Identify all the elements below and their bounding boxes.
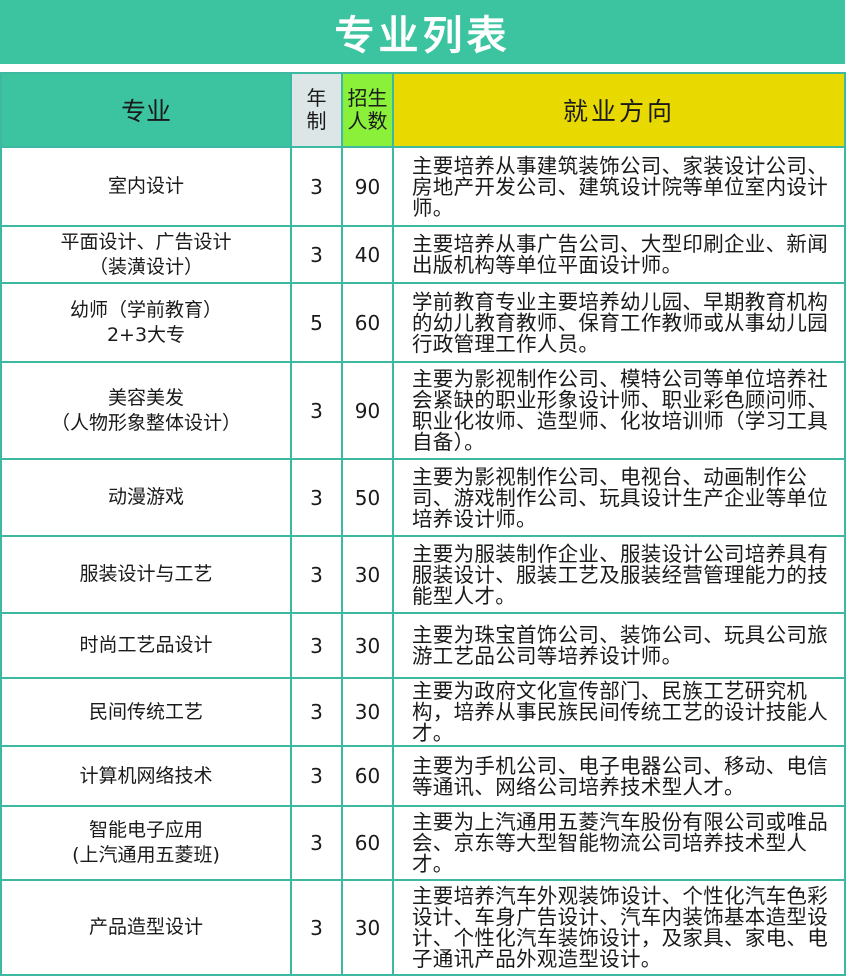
- career-cell: 主要为政府文化宣传部门、民族工艺研究机构，培养从事民族民间传统工艺的设计技能人才…: [392, 677, 846, 747]
- table-row: 民间传统工艺 3 30 主要为政府文化宣传部门、民族工艺研究机构，培养从事民族民…: [0, 677, 846, 747]
- career-cell: 主要为上汽通用五菱汽车股份有限公司或唯品会、京东等大型智能物流公司培养技术型人才…: [392, 805, 846, 881]
- count-cell: 30: [341, 612, 394, 679]
- table-row: 产品造型设计 3 30 主要培养汽车外观装饰设计、个性化汽车色彩设计、车身广告设…: [0, 879, 846, 976]
- count-cell: 60: [341, 805, 394, 881]
- major-name: 智能电子应用: [88, 819, 203, 841]
- major-cell: 美容美发 （人物形象整体设计）: [0, 361, 292, 460]
- major-subname: (上汽通用五菱班): [72, 844, 220, 866]
- career-cell: 主要培养从事广告公司、大型印刷企业、新闻出版机构等单位平面设计师。: [392, 225, 846, 284]
- major-cell: 室内设计: [0, 146, 292, 227]
- header-years: 年制: [290, 72, 343, 148]
- header-years-line2: 制: [306, 109, 327, 133]
- count-cell: 50: [341, 458, 394, 537]
- major-name: 动漫游戏: [107, 486, 184, 508]
- major-subname: （人物形象整体设计）: [50, 411, 241, 434]
- years-cell: 3: [290, 612, 343, 679]
- major-cell: 幼师（学前教育） 2+3大专: [0, 282, 292, 363]
- years-cell: 3: [290, 361, 343, 460]
- table-row: 室内设计 3 90 主要培养从事建筑装饰公司、家装设计公司、房地产开发公司、建筑…: [0, 146, 846, 227]
- count-cell: 60: [341, 745, 394, 807]
- years-cell: 3: [290, 146, 343, 227]
- count-cell: 60: [341, 282, 394, 363]
- career-cell: 主要为珠宝首饰公司、装饰公司、玩具公司旅游工艺品公司等培养设计师。: [392, 612, 846, 679]
- majors-table: 专业 年制 招生 人数 就业方向 室内设计 3 90 主要培养从事建筑装饰公司、家…: [0, 72, 846, 976]
- table-row: 平面设计、广告设计 （装潢设计） 3 40 主要培养从事广告公司、大型印刷企业、新…: [0, 225, 846, 284]
- major-name: 幼师（学前教育）: [69, 298, 222, 321]
- years-cell: 3: [290, 805, 343, 881]
- table-row: 服装设计与工艺 3 30 主要为服装制作企业、服装设计公司培养具有服装设计、服装…: [0, 535, 846, 614]
- years-cell: 3: [290, 879, 343, 976]
- career-cell: 主要为手机公司、电子电器公司、移动、电信等通讯、网络公司培养技术型人才。: [392, 745, 846, 807]
- years-cell: 3: [290, 458, 343, 537]
- major-name: 平面设计、广告设计: [60, 230, 232, 253]
- table-row: 时尚工艺品设计 3 30 主要为珠宝首饰公司、装饰公司、玩具公司旅游工艺品公司等…: [0, 612, 846, 679]
- career-cell: 主要培养从事建筑装饰公司、家装设计公司、房地产开发公司、建筑设计院等单位室内设计…: [392, 146, 846, 227]
- major-cell: 时尚工艺品设计: [0, 612, 292, 679]
- header-count-line2: 人数: [347, 109, 388, 133]
- major-subname: （装潢设计）: [88, 255, 203, 278]
- major-cell: 民间传统工艺: [0, 677, 292, 747]
- career-cell: 主要培养汽车外观装饰设计、个性化汽车色彩设计、车身广告设计、汽车内装饰基本造型设…: [392, 879, 846, 976]
- count-cell: 90: [341, 361, 394, 460]
- major-cell: 产品造型设计: [0, 879, 292, 976]
- years-cell: 3: [290, 745, 343, 807]
- major-cell: 平面设计、广告设计 （装潢设计）: [0, 225, 292, 284]
- major-cell: 服装设计与工艺: [0, 535, 292, 614]
- career-cell: 主要为影视制作公司、模特公司等单位培养社会紧缺的职业形象设计师、职业彩色顾问师、…: [392, 361, 846, 460]
- table-row: 幼师（学前教育） 2+3大专 5 60 学前教育专业主要培养幼儿园、早期教育机构的…: [0, 282, 846, 363]
- title-bar: 专业列表: [0, 0, 845, 64]
- major-name: 民间传统工艺: [88, 700, 203, 723]
- table-row: 美容美发 （人物形象整体设计） 3 90 主要为影视制作公司、模特公司等单位培养社…: [0, 361, 846, 460]
- table-row: 计算机网络技术 3 60 主要为手机公司、电子电器公司、移动、电信等通讯、网络公…: [0, 745, 846, 807]
- years-cell: 3: [290, 535, 343, 614]
- career-cell: 主要为服装制作企业、服装设计公司培养具有服装设计、服装工艺及服装经营管理能力的技…: [392, 535, 846, 614]
- major-cell: 智能电子应用 (上汽通用五菱班): [0, 805, 292, 881]
- major-cell: 动漫游戏: [0, 458, 292, 537]
- header-years-line1: 年: [306, 86, 327, 110]
- years-cell: 3: [290, 677, 343, 747]
- major-name: 服装设计与工艺: [79, 563, 213, 585]
- count-cell: 30: [341, 879, 394, 976]
- header-major: 专业: [0, 72, 292, 148]
- count-cell: 90: [341, 146, 394, 227]
- major-name: 时尚工艺品设计: [79, 634, 213, 656]
- years-cell: 5: [290, 282, 343, 363]
- table-row: 动漫游戏 3 50 主要为影视制作公司、电视台、动画制作公司、游戏制作公司、玩具…: [0, 458, 846, 537]
- major-name: 美容美发: [107, 386, 184, 409]
- major-cell: 计算机网络技术: [0, 745, 292, 807]
- count-cell: 30: [341, 535, 394, 614]
- major-subname: 2+3大专: [106, 323, 186, 346]
- header-count-line1: 招生: [347, 86, 388, 110]
- header-count: 招生 人数: [341, 72, 394, 148]
- count-cell: 40: [341, 225, 394, 284]
- count-cell: 30: [341, 677, 394, 747]
- major-name: 产品造型设计: [88, 916, 203, 938]
- table-row: 智能电子应用 (上汽通用五菱班) 3 60 主要为上汽通用五菱汽车股份有限公司或唯…: [0, 805, 846, 881]
- major-name: 室内设计: [107, 175, 184, 197]
- page-title: 专业列表: [334, 13, 511, 59]
- career-cell: 主要为影视制作公司、电视台、动画制作公司、游戏制作公司、玩具设计生产企业等单位培…: [392, 458, 846, 537]
- major-name: 计算机网络技术: [79, 764, 213, 787]
- header-career: 就业方向: [392, 72, 846, 148]
- career-cell: 学前教育专业主要培养幼儿园、早期教育机构的幼儿教育教师、保育工作教师或从事幼儿园…: [392, 282, 846, 363]
- table-header: 专业 年制 招生 人数 就业方向: [0, 72, 846, 148]
- years-cell: 3: [290, 225, 343, 284]
